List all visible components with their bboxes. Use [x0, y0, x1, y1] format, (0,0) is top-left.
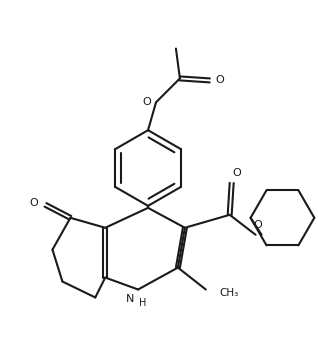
Text: O: O: [253, 220, 262, 230]
Text: O: O: [215, 75, 224, 85]
Text: CH₃: CH₃: [220, 288, 239, 299]
Text: H: H: [139, 299, 147, 308]
Text: O: O: [232, 168, 241, 178]
Text: N: N: [126, 294, 134, 304]
Text: O: O: [29, 198, 38, 208]
Text: O: O: [143, 97, 151, 107]
